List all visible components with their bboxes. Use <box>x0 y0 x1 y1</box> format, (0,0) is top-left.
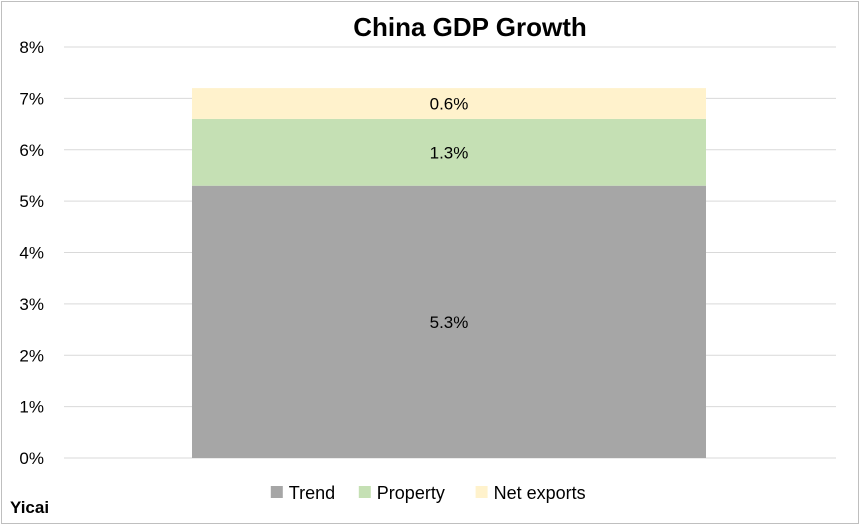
legend-label-net-exports: Net exports <box>494 483 586 503</box>
y-tick-label: 4% <box>19 244 44 263</box>
legend-swatch-net-exports <box>475 486 488 498</box>
data-labels: 5.3% 1.3% 0.6% <box>430 95 469 332</box>
bar-segment-property <box>192 118 706 186</box>
data-label-net-exports: 0.6% <box>430 95 469 114</box>
legend-swatch-property <box>358 486 371 498</box>
y-tick-label: 7% <box>19 89 44 108</box>
y-tick-label: 0% <box>19 449 44 468</box>
chart-title: China GDP Growth <box>353 12 587 42</box>
bar-segment-net-exports <box>192 88 706 119</box>
y-tick-label: 6% <box>19 141 44 160</box>
bar-segment-trend <box>192 185 706 458</box>
data-label-property: 1.3% <box>430 143 469 162</box>
y-tick-label: 2% <box>19 346 44 365</box>
data-label-trend: 5.3% <box>430 313 469 332</box>
y-tick-label: 8% <box>19 38 44 57</box>
legend-label-property: Property <box>377 483 445 503</box>
y-tick-label: 3% <box>19 295 44 314</box>
legend-swatch-trend <box>270 486 283 498</box>
legend-label-trend: Trend <box>289 483 335 503</box>
source-label: Yicai <box>10 498 49 517</box>
y-tick-label: 1% <box>19 398 44 417</box>
y-axis-ticks: 0% 1% 2% 3% 4% 5% 6% 7% 8% <box>19 38 44 468</box>
bars <box>192 88 706 458</box>
legend: Trend Property Net exports <box>270 483 586 503</box>
y-tick-label: 5% <box>19 192 44 211</box>
